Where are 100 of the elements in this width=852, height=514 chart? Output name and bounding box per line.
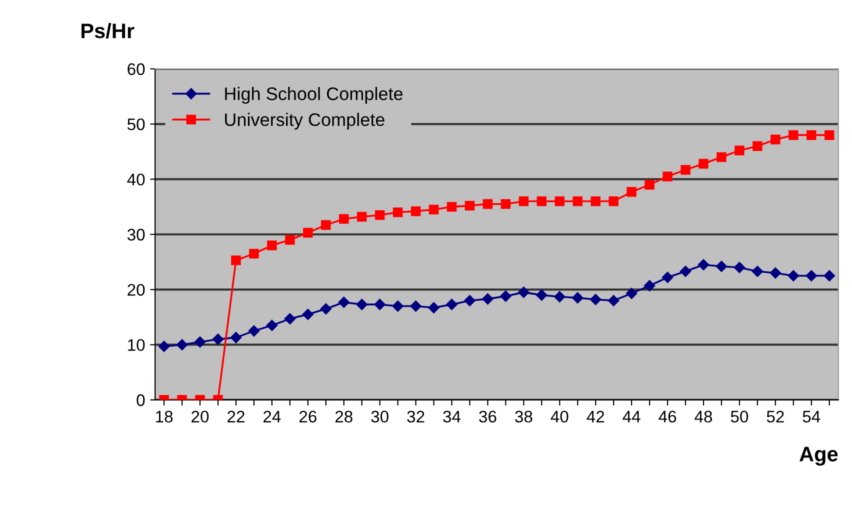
point [249, 248, 259, 259]
point [626, 187, 636, 197]
point [231, 255, 241, 266]
point [554, 291, 566, 302]
legend-label: High School Complete [225, 86, 403, 104]
point [464, 200, 475, 211]
point [806, 130, 816, 140]
point [374, 210, 385, 220]
y-tick-label: 20 [128, 284, 145, 296]
point [356, 212, 367, 222]
point [321, 220, 331, 230]
x-tick-label: 28 [335, 410, 352, 423]
point [734, 262, 746, 274]
y-tick-label: 0 [136, 394, 145, 406]
point [339, 214, 349, 224]
point [392, 300, 404, 312]
y-axis-title: Ps/Hr [82, 22, 134, 38]
x-tick-label: 54 [802, 410, 820, 423]
point [500, 199, 511, 209]
point [590, 294, 602, 306]
x-tick-label: 24 [264, 410, 281, 422]
point [680, 266, 692, 277]
x-tick-label: 46 [658, 410, 676, 423]
x-tick-label: 22 [228, 410, 244, 422]
x-tick-label: 30 [371, 410, 388, 423]
point [644, 180, 654, 190]
point [590, 196, 600, 206]
point [320, 303, 332, 314]
point [158, 340, 170, 352]
point [446, 202, 457, 212]
point [482, 199, 493, 209]
point [788, 270, 800, 282]
point [716, 260, 728, 272]
point [752, 141, 762, 151]
point [303, 228, 313, 238]
point [446, 298, 458, 310]
x-tick-label: 42 [586, 410, 604, 422]
point [428, 302, 440, 314]
x-tick-label: 20 [192, 410, 209, 423]
x-tick-label: 34 [443, 410, 461, 423]
point [518, 286, 530, 298]
point [770, 134, 780, 144]
x-tick-label: 44 [622, 410, 640, 422]
point [356, 298, 368, 310]
point [536, 196, 547, 206]
legend-label: University Complete [225, 112, 384, 130]
point [482, 293, 494, 305]
x-tick-label: 32 [407, 410, 424, 423]
point [230, 332, 242, 344]
point [428, 204, 439, 214]
point [698, 259, 710, 270]
point [806, 270, 817, 282]
point [788, 130, 798, 140]
point [266, 320, 278, 332]
point [374, 298, 386, 310]
point [662, 172, 672, 182]
point [267, 240, 277, 250]
point [662, 272, 674, 284]
point [464, 294, 476, 306]
x-tick-label: 26 [299, 410, 316, 423]
x-tick-label: 38 [515, 410, 532, 423]
point [285, 235, 295, 245]
point [698, 158, 708, 169]
point [572, 196, 582, 206]
point [410, 206, 421, 216]
x-tick-label: 36 [479, 410, 496, 423]
point [392, 207, 403, 218]
x-axis-title: Age [800, 446, 838, 466]
y-tick-label: 50 [127, 118, 145, 130]
point [284, 313, 296, 324]
point [500, 290, 512, 302]
point [824, 270, 835, 282]
point [518, 196, 529, 206]
point [536, 289, 548, 301]
point [626, 288, 638, 300]
point [680, 164, 690, 175]
point [824, 130, 834, 140]
point [248, 325, 260, 337]
point [176, 339, 188, 350]
point [554, 196, 565, 206]
point [608, 196, 618, 206]
x-tick-label: 48 [694, 410, 712, 423]
point [752, 266, 764, 277]
point [644, 280, 656, 292]
point [338, 296, 350, 308]
point [194, 336, 206, 348]
x-tick-label: 52 [766, 410, 784, 423]
y-tick-label: 40 [127, 174, 145, 186]
point [572, 292, 584, 304]
point [608, 294, 620, 306]
y-tick-label: 60 [128, 63, 145, 76]
point [410, 300, 422, 312]
point [734, 146, 744, 156]
point [770, 267, 782, 279]
point [212, 334, 224, 345]
x-tick-label: 18 [156, 410, 173, 423]
point [302, 308, 314, 320]
y-tick-label: 30 [127, 228, 145, 241]
point [716, 152, 726, 162]
x-tick-label: 50 [730, 410, 748, 423]
